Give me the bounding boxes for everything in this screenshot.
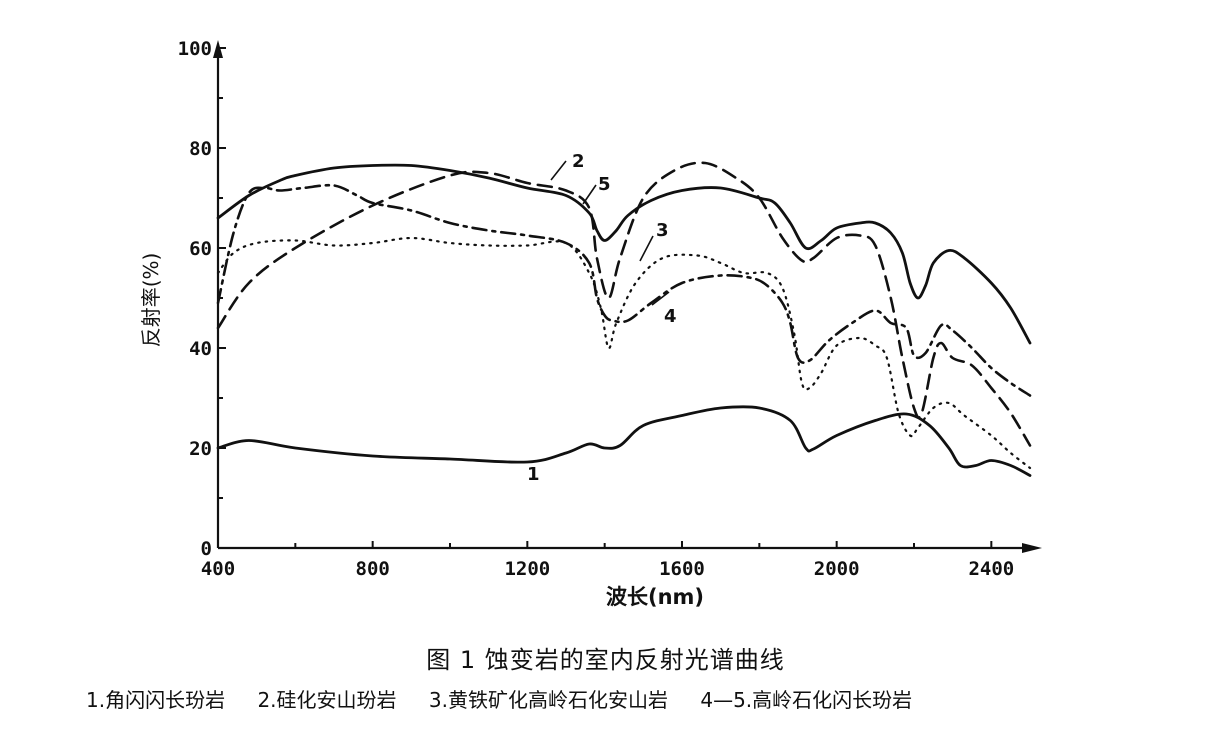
curve-leader-4	[651, 291, 670, 306]
curve-leader-2	[550, 160, 567, 181]
curve-label-2: 2	[572, 151, 585, 172]
y-tick-label-80: 80	[189, 138, 212, 160]
x-tick-label-1200: 1200	[504, 558, 550, 580]
x-tick-label-2400: 2400	[968, 558, 1014, 580]
series-line-2	[216, 161, 1032, 447]
legend-item-1: 1.角闪闪长玢岩	[86, 688, 226, 712]
x-axis-arrow	[1022, 543, 1042, 553]
legend-item-3: 3.黄铁矿化高岭石化安山岩	[428, 688, 668, 712]
y-tick-label-40: 40	[189, 338, 212, 360]
reflectance-chart: 400 800 1200 1600 2000 2400 0 20 40 60 80 100 1 2 3 4 5…	[139, 38, 1042, 609]
x-tick-label-1600: 1600	[659, 558, 705, 580]
y-axis-title: 反射率(%)	[139, 253, 163, 348]
curve-label-5: 5	[598, 174, 611, 195]
curve-leader-3	[639, 235, 654, 262]
curve-label-4: 4	[664, 306, 677, 327]
x-tick-label-400: 400	[201, 558, 235, 580]
series-line-1	[216, 405, 1032, 477]
curve-label-3: 3	[656, 220, 669, 241]
series-line-5	[216, 163, 1032, 345]
series-group	[216, 161, 1032, 477]
y-tick-label-60: 60	[189, 238, 212, 260]
curve-label-1: 1	[527, 464, 540, 485]
figure-caption: 图 1 蚀变岩的室内反射光谱曲线	[426, 646, 785, 674]
series-line-3	[216, 236, 1032, 470]
x-axis-title: 波长(nm)	[606, 585, 704, 609]
y-tick-label-0: 0	[201, 538, 212, 560]
curve-leader-5	[582, 184, 597, 205]
x-tick-label-2000: 2000	[814, 558, 860, 580]
y-tick-label-20: 20	[189, 438, 212, 460]
figure-legend: 1.角闪闪长玢岩 2.硅化安山玢岩 3.黄铁矿化高岭石化安山岩 4—5.高岭石化…	[86, 684, 938, 713]
axis-ticks: 400 800 1200 1600 2000 2400 0 20 40 60 80 100	[178, 38, 1015, 580]
curve-labels: 1 2 3 4 5	[527, 151, 677, 485]
legend-item-2: 2.硅化安山玢岩	[257, 688, 397, 712]
y-tick-label-100: 100	[178, 38, 212, 60]
legend-item-4-5: 4—5.高岭石化闪长玢岩	[700, 688, 913, 712]
x-tick-label-800: 800	[356, 558, 390, 580]
series-line-4	[216, 183, 1032, 397]
